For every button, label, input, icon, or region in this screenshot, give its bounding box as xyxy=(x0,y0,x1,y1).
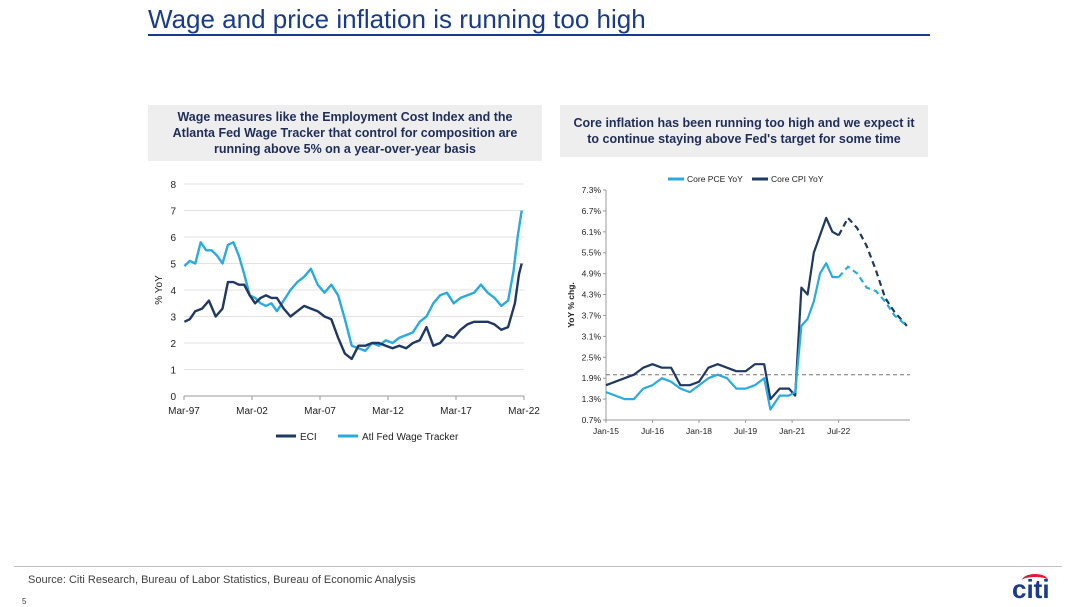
right-panel-heading: Core inflation has been running too high… xyxy=(560,105,928,157)
y-tick-label: 8 xyxy=(170,180,176,191)
series-line-atl-fed-wage-tracker xyxy=(183,210,523,353)
x-tick-label: Mar-02 xyxy=(236,406,268,417)
x-tick-label: Jan-18 xyxy=(686,426,712,436)
logo-arc-icon xyxy=(1022,574,1048,587)
page-number: 5 xyxy=(22,597,27,606)
legend-label: Atl Fed Wage Tracker xyxy=(362,432,459,443)
source-note: Source: Citi Research, Bureau of Labor S… xyxy=(28,574,416,586)
y-tick-label: 1.9% xyxy=(582,373,602,383)
left-panel-heading-text: Wage measures like the Employment Cost I… xyxy=(172,110,518,156)
title-underline xyxy=(148,34,930,36)
y-tick-label: 4.9% xyxy=(582,269,602,279)
citi-logo: citi xyxy=(1012,574,1050,604)
y-tick-label: 6 xyxy=(170,233,176,244)
y-tick-label: 7.3% xyxy=(582,185,602,195)
y-tick-label: 7 xyxy=(170,207,176,218)
series-line-core-pce xyxy=(605,262,839,411)
x-tick-label: Jul-22 xyxy=(827,426,850,436)
wage-chart: 0 1 2 3 4 5 6 7 8 Mar-97 Mar-02 Mar-07 Mar-12 Mar-17 M… xyxy=(154,180,540,443)
x-tick-label: Mar-17 xyxy=(440,406,472,417)
forecast-line-core-cpi xyxy=(837,215,908,327)
left-panel-heading: Wage measures like the Employment Cost I… xyxy=(148,105,542,161)
legend-label: Core CPI YoY xyxy=(771,174,824,184)
y-tick-label: 1 xyxy=(170,366,176,377)
y-tick-label: 3 xyxy=(170,313,176,324)
y-axis-label: % YoY xyxy=(154,275,165,305)
y-tick-label: 0.7% xyxy=(582,415,602,425)
footer-divider xyxy=(14,566,1062,567)
y-tick-label: 5 xyxy=(170,260,176,271)
y-axis-label: YoY % chg. xyxy=(566,282,576,328)
y-tick-label: 4 xyxy=(170,286,176,297)
x-tick-label: Jan-15 xyxy=(593,426,619,436)
y-tick-label: 2.5% xyxy=(582,352,602,362)
y-tick-label: 5.5% xyxy=(582,248,602,258)
series-line-eci xyxy=(183,263,523,361)
y-tick-label: 3.1% xyxy=(582,331,602,341)
x-tick-label: Mar-12 xyxy=(372,406,404,417)
forecast-line-core-pce xyxy=(837,265,908,327)
y-tick-label: 1.3% xyxy=(582,394,602,404)
series-line-core-cpi xyxy=(605,216,840,401)
x-tick-label: Jul-16 xyxy=(641,426,664,436)
legend-label: Core PCE YoY xyxy=(687,174,743,184)
x-tick-label: Mar-22 xyxy=(508,406,540,417)
legend-label: ECI xyxy=(300,432,317,443)
y-tick-label: 2 xyxy=(170,339,176,350)
x-tick-label: Mar-97 xyxy=(168,406,200,417)
right-panel-heading-text: Core inflation has been running too high… xyxy=(573,116,915,146)
y-tick-label: 3.7% xyxy=(582,310,602,320)
page-title: Wage and price inflation is running too … xyxy=(148,4,646,34)
x-tick-label: Jan-21 xyxy=(779,426,805,436)
y-tick-label: 0 xyxy=(170,392,176,403)
y-tick-label: 4.3% xyxy=(582,290,602,300)
inflation-chart: 0.7% 1.3% 1.9% 2.5% 3.1% 3.7% 4.3% 4.9% 5.5% 6.1%… xyxy=(566,174,910,436)
y-tick-label: 6.1% xyxy=(582,227,602,237)
y-tick-label: 6.7% xyxy=(582,206,602,216)
x-tick-label: Jul-19 xyxy=(734,426,757,436)
x-tick-label: Mar-07 xyxy=(304,406,336,417)
